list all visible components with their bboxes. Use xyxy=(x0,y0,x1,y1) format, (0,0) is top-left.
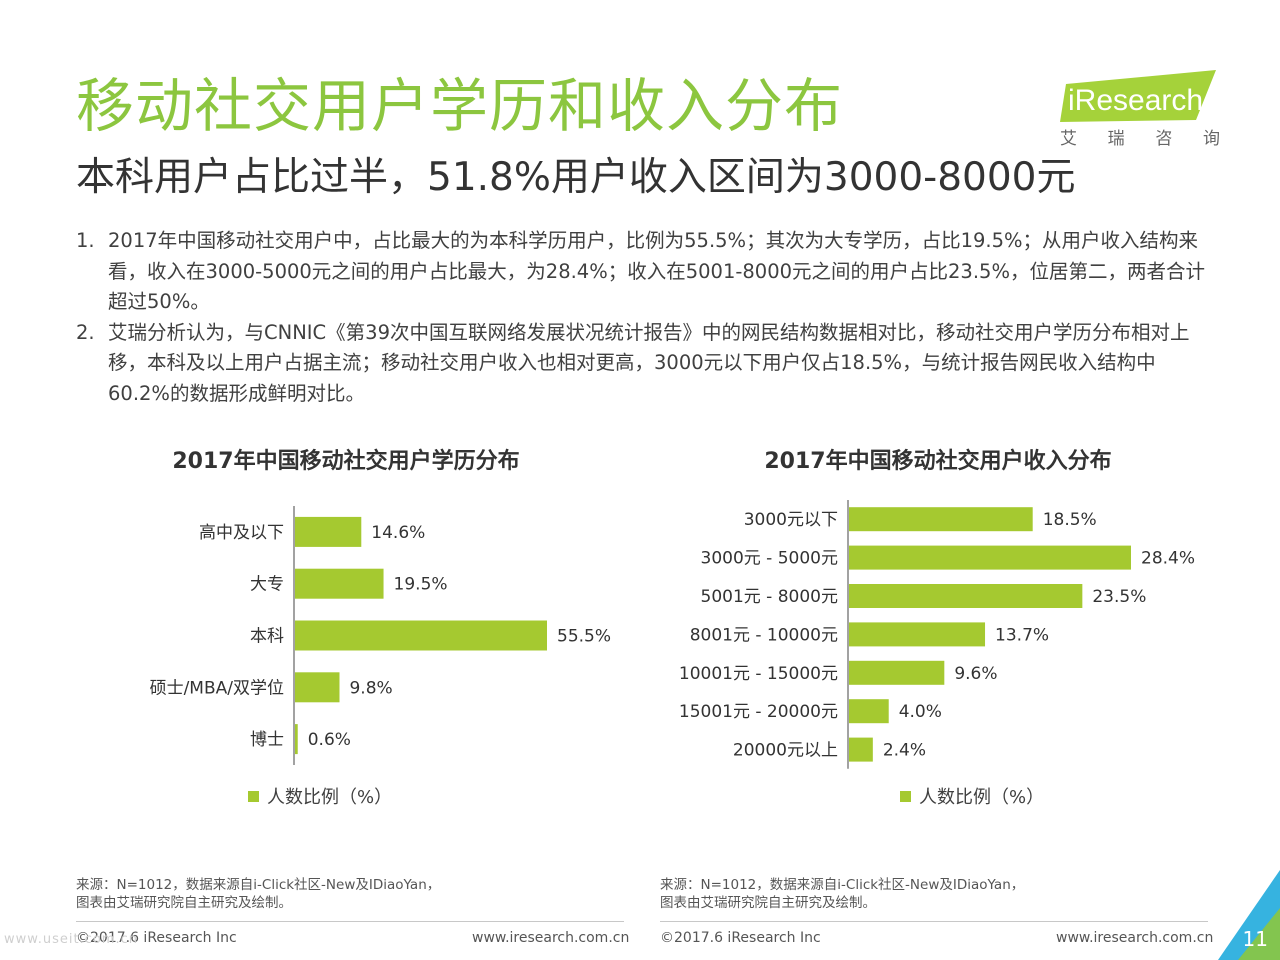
category-label: 硕士/MBA/双学位 xyxy=(150,678,284,698)
legend-label: 人数比例（%） xyxy=(267,787,393,808)
analysis-notes: 1. 2017年中国移动社交用户中，占比最大的为本科学历用户，比例为55.5%；… xyxy=(76,226,1210,409)
footer-divider xyxy=(660,921,1208,922)
education-chart-title: 2017年中国移动社交用户学历分布 xyxy=(172,449,520,474)
page-subtitle: 本科用户占比过半，51.8%用户收入区间为3000-8000元 xyxy=(76,155,1076,200)
footer-divider xyxy=(76,921,624,922)
legend-swatch xyxy=(900,791,911,802)
bar xyxy=(849,737,873,762)
category-label: 博士 xyxy=(250,730,284,750)
income-chart-title: 2017年中国移动社交用户收入分布 xyxy=(764,449,1112,474)
note-number: 2. xyxy=(76,320,95,344)
category-label: 大专 xyxy=(250,575,284,595)
note-text: 艾瑞分析认为，与CNNIC《第39次中国互联网络发展状况统计报告》中的网民结构数… xyxy=(108,320,1190,405)
note-number: 1. xyxy=(76,229,95,252)
source-line: 来源：N=1012，数据来源自i-Click社区-New及IDiaoYan， xyxy=(660,877,1025,893)
iresearch-logo: iResearch xyxy=(1060,70,1216,122)
page-title: 移动社交用户学历和收入分布 xyxy=(76,72,844,140)
bar xyxy=(849,622,986,647)
value-label: 0.6% xyxy=(308,730,351,750)
bar xyxy=(849,507,1033,532)
bar xyxy=(295,672,340,703)
legend-label: 人数比例（%） xyxy=(919,787,1045,808)
logo-chinese-name: 艾 瑞 咨 询 xyxy=(1060,124,1220,149)
education-legend: 人数比例（%） xyxy=(248,786,392,810)
category-label: 15001元 - 20000元 xyxy=(679,702,838,722)
category-label: 10001元 - 15000元 xyxy=(679,664,838,684)
value-label: 13.7% xyxy=(995,625,1049,645)
education-source: 来源：N=1012，数据来源自i-Click社区-New及IDiaoYan， 图… xyxy=(76,876,440,912)
category-label: 8001元 - 10000元 xyxy=(690,625,838,645)
value-label: 28.4% xyxy=(1141,549,1195,569)
category-label: 5001元 - 8000元 xyxy=(701,587,838,607)
category-label: 本科 xyxy=(250,627,284,647)
logo-char: 瑞 xyxy=(1107,129,1125,149)
bar xyxy=(849,545,1131,570)
category-label: 20000元以上 xyxy=(733,741,838,761)
value-label: 23.5% xyxy=(1092,587,1146,607)
bar xyxy=(295,516,362,547)
bar xyxy=(849,660,945,685)
category-label: 3000元以下 xyxy=(744,510,838,530)
page-number: 11 xyxy=(1242,927,1268,951)
income-legend: 人数比例（%） xyxy=(900,786,1044,810)
bar xyxy=(295,724,298,755)
copyright-text: ©2017.6 iResearch Inc xyxy=(660,930,821,946)
value-label: 9.6% xyxy=(954,664,997,684)
note-text: 2017年中国移动社交用户中，占比最大的为本科学历用户，比例为55.5%；其次为… xyxy=(108,229,1205,313)
website-link[interactable]: www.iresearch.com.cn xyxy=(1056,930,1214,946)
bar xyxy=(849,699,889,724)
logo-char: 艾 xyxy=(1060,129,1077,149)
bar xyxy=(295,620,547,651)
value-label: 14.6% xyxy=(371,523,425,543)
value-label: 2.4% xyxy=(883,741,926,761)
category-label: 高中及以下 xyxy=(199,523,284,543)
watermark: www.useit.com.cn xyxy=(4,932,138,947)
legend-swatch xyxy=(248,791,259,802)
note-item: 2. 艾瑞分析认为，与CNNIC《第39次中国互联网络发展状况统计报告》中的网民… xyxy=(76,318,1210,410)
bar xyxy=(295,568,384,599)
category-label: 3000元 - 5000元 xyxy=(701,549,838,569)
website-link[interactable]: www.iresearch.com.cn xyxy=(472,930,630,946)
value-label: 55.5% xyxy=(557,627,611,647)
bar xyxy=(849,584,1083,608)
logo-char: 询 xyxy=(1202,129,1220,149)
income-source: 来源：N=1012，数据来源自i-Click社区-New及IDiaoYan， 图… xyxy=(660,876,1024,912)
logo-text: iResearch xyxy=(1068,84,1203,117)
source-line: 图表由艾瑞研究院自主研究及绘制。 xyxy=(76,895,292,911)
source-line: 来源：N=1012，数据来源自i-Click社区-New及IDiaoYan， xyxy=(76,877,441,893)
logo-char: 咨 xyxy=(1155,129,1173,149)
value-label: 19.5% xyxy=(394,575,448,595)
copyright-text: ©2017.6 iResearch Inc xyxy=(76,930,237,946)
value-label: 4.0% xyxy=(899,702,942,722)
value-label: 18.5% xyxy=(1043,510,1097,530)
note-item: 1. 2017年中国移动社交用户中，占比最大的为本科学历用户，比例为55.5%；… xyxy=(76,226,1210,318)
value-label: 9.8% xyxy=(349,678,392,698)
page-corner-triangle xyxy=(1218,870,1280,960)
source-line: 图表由艾瑞研究院自主研究及绘制。 xyxy=(660,895,876,911)
